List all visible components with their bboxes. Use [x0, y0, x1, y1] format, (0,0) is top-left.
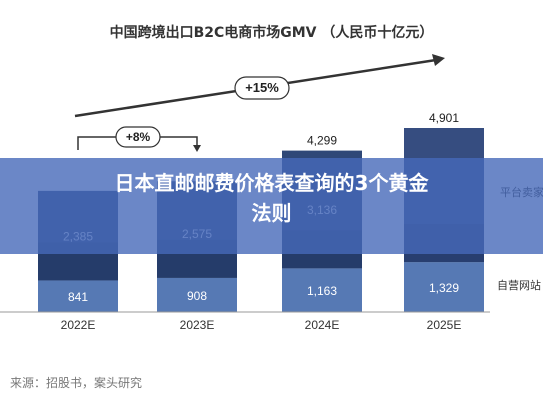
growth-badge-8 [115, 126, 161, 148]
growth-badge-15 [234, 76, 290, 100]
chart-title: 中国跨境出口B2C电商市场GMV （人民币十亿元） [109, 25, 434, 41]
data-label-self-2024E: 1,163 [307, 284, 337, 298]
data-label-self-2022E: 841 [68, 290, 88, 304]
total-label-2025E: 4,901 [429, 111, 459, 125]
x-tick-label-2025E: 2025E [427, 318, 462, 332]
growth-badge-8-text: +8% [126, 130, 151, 144]
bar-self-operated-2023E [157, 277, 237, 312]
data-label-self-2023E: 908 [187, 289, 207, 303]
banner-line-1: 日本直邮邮费价格表查询的3个黄金 [114, 171, 429, 195]
growth-bracket-arrowhead [193, 145, 201, 152]
banner-headline: 日本直邮邮费价格表查询的3个黄金 法则 [0, 168, 543, 228]
legend-label-self-operated: 自营网站 [497, 278, 541, 292]
x-tick-label-2023E: 2023E [180, 318, 215, 332]
bar-self-operated-2025E [404, 262, 484, 312]
x-tick-label-2022E: 2022E [61, 318, 96, 332]
banner-line-2: 法则 [251, 201, 292, 225]
bar-self-operated-2022E [38, 280, 118, 312]
bar-self-operated-2024E [282, 268, 362, 312]
growth-badge-15-text: +15% [245, 80, 279, 95]
data-label-self-2025E: 1,329 [429, 281, 459, 295]
total-label-2024E: 4,299 [307, 134, 337, 148]
growth-trend-arrowhead [432, 54, 445, 66]
overlay-banner [0, 158, 543, 254]
x-tick-label-2024E: 2024E [305, 318, 340, 332]
source-note: 来源：招股书，案头研究 [10, 376, 143, 390]
